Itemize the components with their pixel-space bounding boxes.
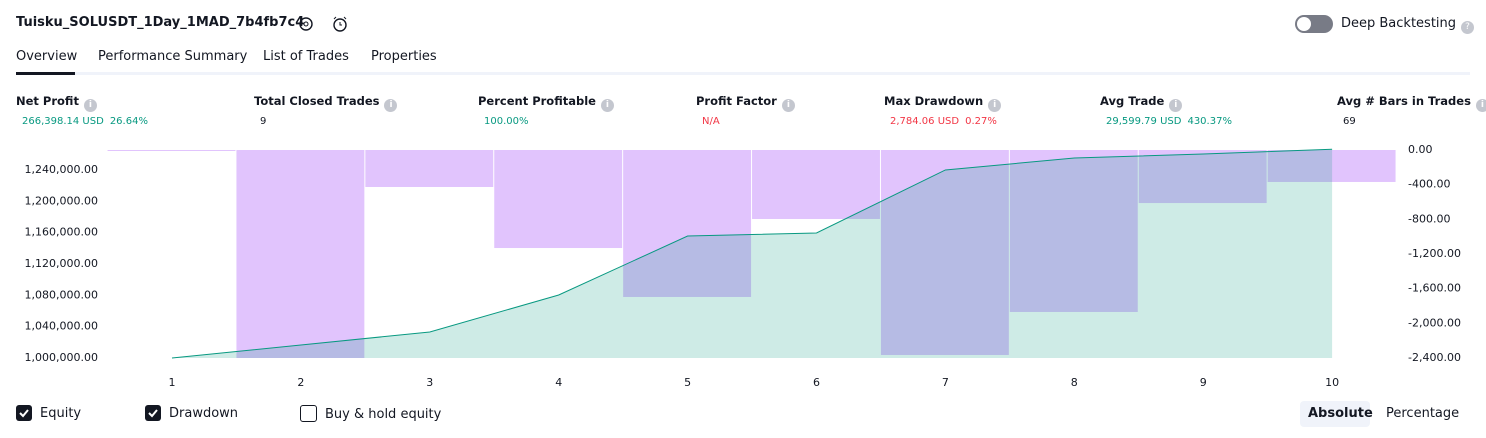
y-tick-label: 1,200,000.00 bbox=[25, 194, 98, 207]
checkbox bbox=[300, 405, 317, 422]
value: 69 bbox=[1343, 116, 1356, 127]
y-tick-label: 1,240,000.00 bbox=[25, 163, 98, 176]
equity-area bbox=[172, 149, 1333, 358]
y2-tick-label: -1,200.00 bbox=[1408, 247, 1461, 260]
tab[interactable]: Properties bbox=[371, 49, 437, 64]
drawdown-bar bbox=[1267, 150, 1396, 182]
info-icon: i bbox=[1169, 99, 1183, 112]
x-tick-label: 8 bbox=[1071, 376, 1078, 389]
tab-rule bbox=[16, 72, 1470, 75]
value: 9 bbox=[260, 116, 267, 127]
metric-label: Net Profit i bbox=[16, 94, 97, 112]
metric-value: 2,784.06 USD 0.27% bbox=[884, 113, 997, 127]
x-tick-label: 9 bbox=[1200, 376, 1207, 389]
metric-label: Avg Trade i bbox=[1100, 94, 1183, 112]
tab[interactable]: Overview bbox=[16, 49, 78, 64]
info-icon: i bbox=[600, 99, 614, 112]
y2-tick-label: -400.00 bbox=[1408, 178, 1450, 191]
x-tick-label: 7 bbox=[942, 376, 949, 389]
metric-value: 266,398.14 USD 26.64% bbox=[16, 113, 148, 127]
info-icon: i bbox=[384, 99, 398, 112]
label: Percent Profitable bbox=[478, 94, 596, 108]
y2-tick-label: -2,400.00 bbox=[1408, 351, 1461, 364]
chart: 1,000,000.00 1,040,000.00 1,080,000.00 1,12… bbox=[25, 143, 1461, 389]
x-tick-label: 5 bbox=[684, 376, 691, 389]
value-extra: 430.37% bbox=[1187, 116, 1232, 127]
legend-label: Equity bbox=[40, 406, 82, 421]
info-icon: i bbox=[781, 99, 795, 112]
y2-tick-label: -800.00 bbox=[1408, 212, 1450, 225]
mode-button[interactable]: Absolute bbox=[1308, 406, 1373, 421]
legend-label: Buy & hold equity bbox=[325, 407, 442, 422]
metric-label: Percent Profitable i bbox=[478, 94, 614, 112]
label: Avg Trade bbox=[1100, 94, 1165, 108]
tab[interactable]: List of Trades bbox=[263, 49, 349, 64]
value-extra: 0.27% bbox=[965, 116, 997, 127]
metric-label: Total Closed Trades i bbox=[254, 94, 398, 112]
metric-label: Max Drawdown i bbox=[884, 94, 1002, 112]
header-icons bbox=[299, 16, 347, 32]
drawdown-bar bbox=[494, 150, 623, 249]
legend-item[interactable]: Equity bbox=[16, 405, 81, 421]
label: Net Profit bbox=[16, 94, 79, 108]
active-tab-underline bbox=[16, 72, 75, 75]
x-tick-label: 4 bbox=[555, 376, 562, 389]
y-tick-label: 1,120,000.00 bbox=[25, 257, 98, 270]
value: 266,398.14 USD bbox=[22, 116, 104, 127]
strategy-title: Tuisku_SOLUSDT_1Day_1MAD_7b4fb7c4 bbox=[16, 15, 305, 30]
info-icon: i bbox=[83, 99, 97, 112]
drawdown-bar bbox=[880, 150, 1009, 355]
drawdown-bar bbox=[236, 150, 365, 358]
y2-tick-label: -1,600.00 bbox=[1408, 282, 1461, 295]
equity-line bbox=[171, 148, 1333, 359]
y-tick-label: 1,160,000.00 bbox=[25, 226, 98, 239]
metric-label: Profit Factor i bbox=[696, 94, 795, 112]
x-tick-label: 1 bbox=[169, 376, 176, 389]
metric-value: 69 bbox=[1337, 113, 1356, 127]
value-extra: 26.64% bbox=[109, 116, 148, 127]
metric-value: N/A bbox=[696, 113, 720, 127]
deep-backtesting-label: Deep Backtesting? bbox=[1341, 16, 1475, 34]
y-tick-label: 1,080,000.00 bbox=[25, 288, 98, 301]
info-icon: i bbox=[988, 99, 1002, 112]
active-mode-bg bbox=[1300, 401, 1370, 427]
label: Profit Factor bbox=[696, 94, 777, 108]
label: Deep Backtesting bbox=[1341, 16, 1457, 31]
mode-button[interactable]: Percentage bbox=[1386, 406, 1460, 421]
info-icon: i bbox=[1475, 99, 1486, 112]
label: Total Closed Trades bbox=[254, 94, 380, 108]
x-tick-label: 6 bbox=[813, 376, 820, 389]
x-tick-label: 2 bbox=[297, 376, 304, 389]
drawdown-bar bbox=[752, 150, 880, 219]
legend-item[interactable]: Drawdown bbox=[145, 405, 238, 421]
drawdown-bar bbox=[1009, 150, 1138, 312]
drawdown-bar bbox=[107, 150, 236, 151]
value: 29,599.79 USD bbox=[1106, 116, 1182, 127]
deep-backtesting-toggle[interactable] bbox=[1295, 15, 1333, 33]
metric-value: 9 bbox=[254, 113, 266, 127]
checkbox bbox=[16, 405, 32, 421]
value: N/A bbox=[702, 116, 720, 127]
label: Avg # Bars in Trades bbox=[1337, 94, 1471, 108]
y2-tick-label: 0.00 bbox=[1408, 143, 1433, 156]
drawdown-bar bbox=[365, 150, 494, 188]
y2-tick-label: -2,000.00 bbox=[1408, 316, 1461, 329]
metric-label: Avg # Bars in Trades i bbox=[1337, 94, 1486, 112]
x-tick-label: 3 bbox=[426, 376, 433, 389]
legend-item[interactable]: Buy & hold equity bbox=[300, 405, 441, 422]
label: Max Drawdown bbox=[884, 94, 984, 108]
y-tick-label: 1,000,000.00 bbox=[25, 351, 98, 364]
y-tick-label: 1,040,000.00 bbox=[25, 320, 98, 333]
tab[interactable]: Performance Summary bbox=[98, 49, 248, 64]
metric-value: 100.00% bbox=[478, 113, 529, 127]
value: 2,784.06 USD bbox=[890, 116, 960, 127]
checkbox bbox=[145, 405, 161, 421]
drawdown-bar bbox=[1138, 150, 1267, 204]
value: 100.00% bbox=[484, 116, 529, 127]
legend-label: Drawdown bbox=[169, 406, 239, 421]
metric-value: 29,599.79 USD 430.37% bbox=[1100, 113, 1232, 127]
x-tick-label: 10 bbox=[1325, 376, 1339, 389]
drawdown-bar bbox=[623, 150, 752, 297]
